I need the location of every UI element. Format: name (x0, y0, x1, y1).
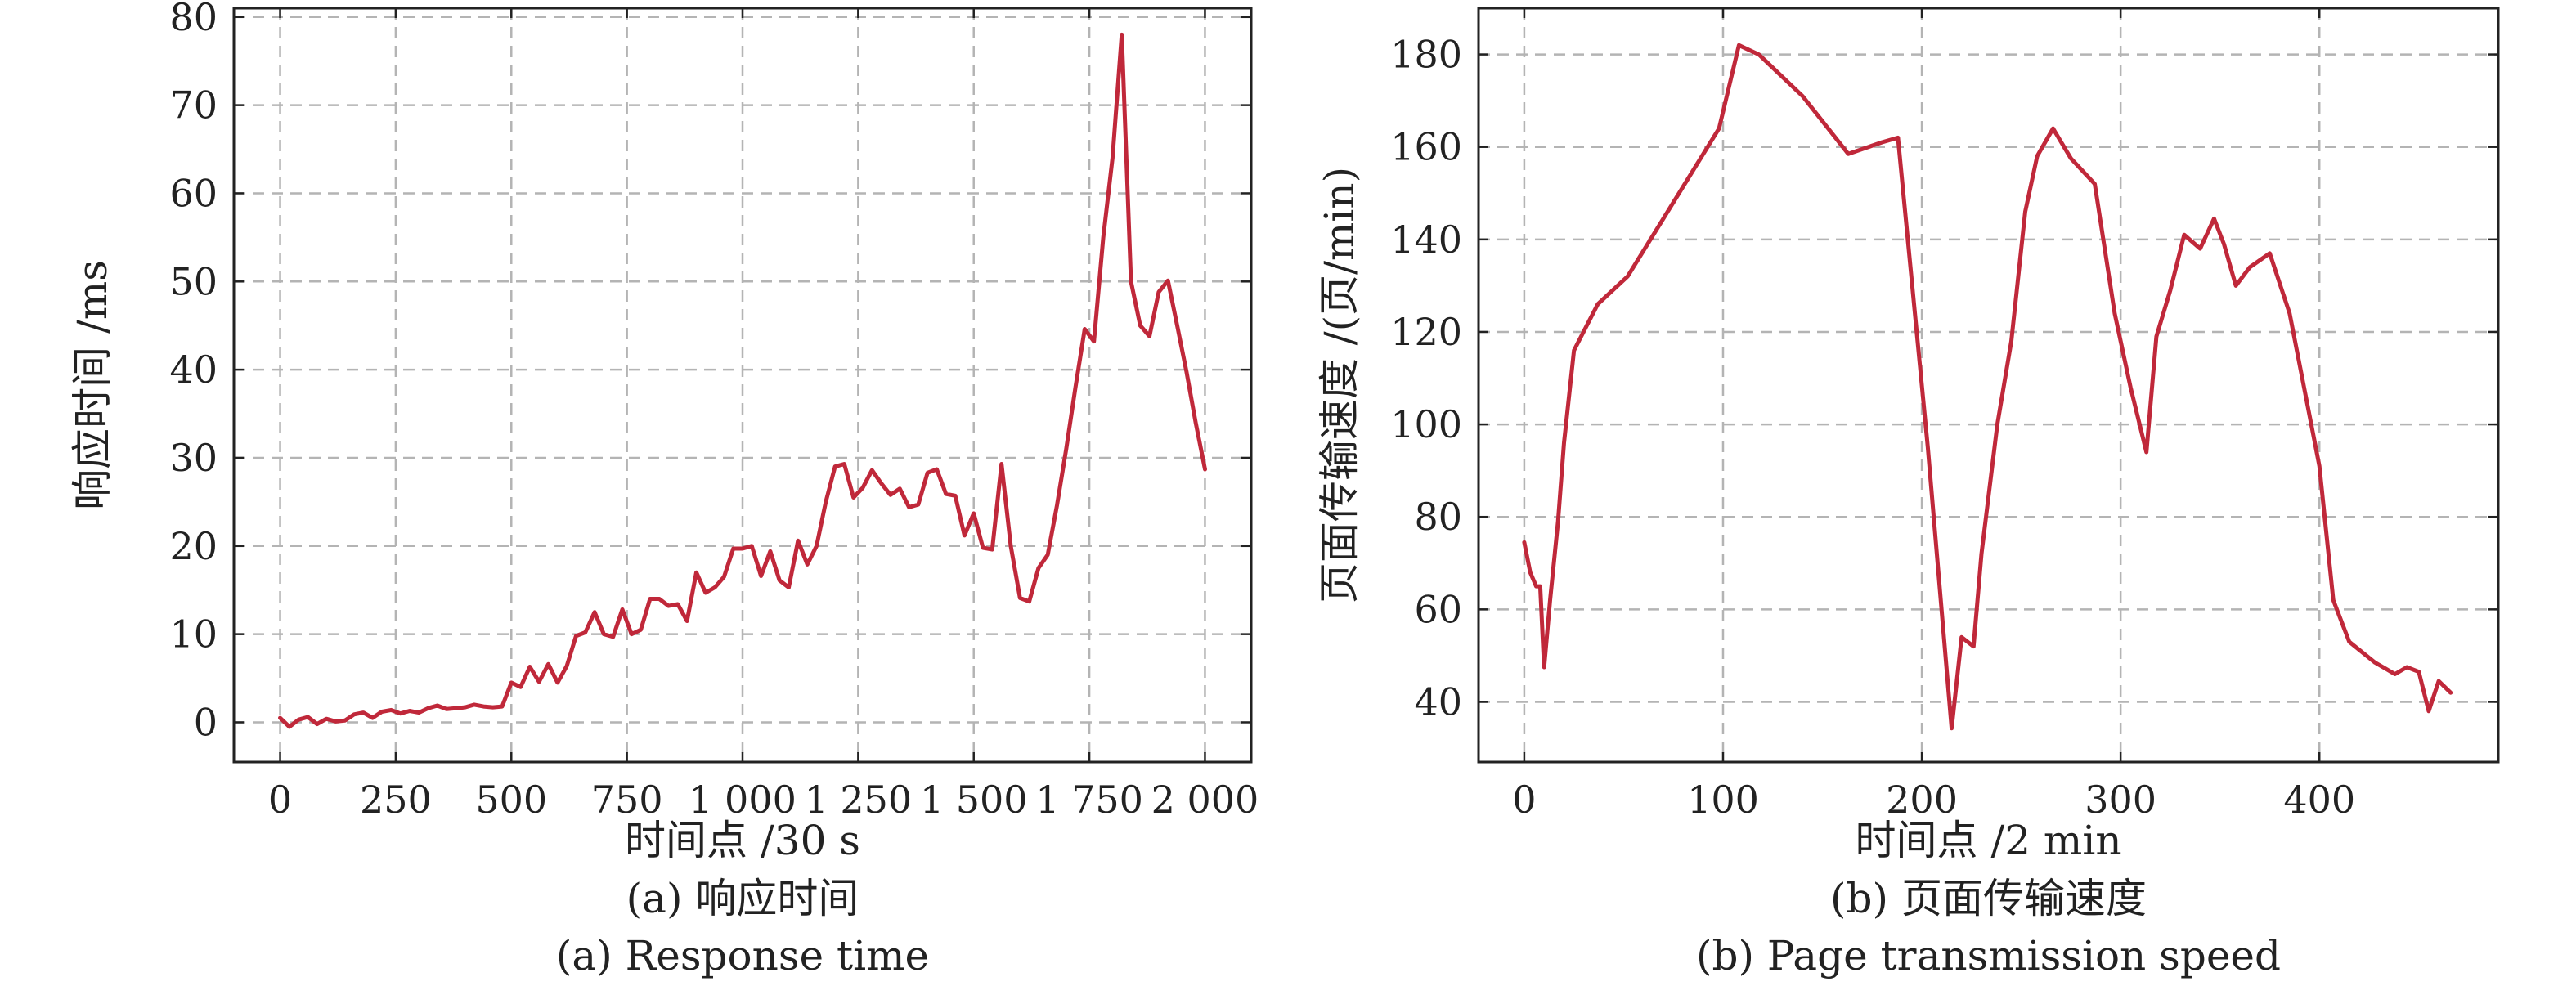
axis-layer: 0 100 200 300 400 40 60 80 100 120 140 160 180 (1390, 8, 2498, 822)
y-tick-label: 80 (1414, 495, 1462, 539)
x-tick-label: 1 500 (920, 778, 1028, 822)
x-tick-label: 500 (475, 778, 547, 822)
x-tick-label: 200 (1886, 778, 1958, 822)
y-axis-label: 页面传输速度 /(页/min) (1316, 167, 1363, 603)
x-tick-label: 1 750 (1035, 778, 1143, 822)
series-line-page-speed (1522, 43, 2453, 731)
series-line-response-time (278, 32, 1207, 729)
y-tick-label: 0 (194, 700, 218, 744)
y-tick-label: 20 (169, 524, 218, 568)
y-tick-label: 30 (169, 436, 218, 480)
caption-chinese: (b) 页面传输速度 (1830, 875, 2147, 922)
x-axis-label: 时间点 /2 min (1855, 817, 2121, 864)
y-tick-label: 60 (169, 171, 218, 215)
x-tick-label: 300 (2085, 778, 2156, 822)
y-tick-label: 180 (1390, 33, 1462, 77)
y-tick-label: 50 (169, 259, 218, 303)
y-tick-label: 100 (1390, 402, 1462, 446)
y-tick-label: 80 (169, 0, 218, 39)
grid-layer (234, 8, 1251, 762)
caption-english: (b) Page transmission speed (1696, 932, 2281, 979)
y-tick-label: 60 (1414, 587, 1462, 631)
y-tick-label: 40 (169, 347, 218, 392)
y-tick-label: 10 (169, 612, 218, 657)
x-tick-label: 400 (2283, 778, 2355, 822)
x-tick-label: 0 (1512, 778, 1536, 822)
axis-layer: 0 250 500 750 1 000 1 250 1 500 1 750 2 000 0 10 20… (169, 0, 1259, 822)
plot-frame (1477, 7, 2500, 764)
y-tick-label: 40 (1414, 679, 1462, 724)
y-tick-label: 140 (1390, 217, 1462, 262)
x-tick-label: 0 (268, 778, 292, 822)
chart-panel-page-transmission-speed: 0 100 200 300 400 40 60 80 100 120 140 160 180 时间点 /… (1316, 7, 2500, 979)
y-tick-label: 160 (1390, 125, 1462, 169)
caption-chinese: (a) 响应时间 (626, 875, 859, 922)
x-axis-label: 时间点 /30 s (625, 817, 860, 864)
x-tick-label: 100 (1687, 778, 1759, 822)
y-tick-label: 70 (169, 83, 218, 128)
x-tick-label: 1 000 (689, 778, 797, 822)
caption-english: (a) Response time (556, 932, 929, 979)
x-tick-label: 250 (360, 778, 432, 822)
grid-layer (1479, 8, 2498, 762)
chart-panel-response-time: 0 250 500 750 1 000 1 250 1 500 1 750 2 000 0 10 20… (69, 0, 1259, 979)
y-tick-label: 120 (1390, 310, 1462, 354)
x-tick-label: 1 250 (805, 778, 913, 822)
x-tick-label: 750 (591, 778, 663, 822)
x-tick-label: 2 000 (1151, 778, 1259, 822)
y-axis-label: 响应时间 /ms (69, 260, 116, 510)
